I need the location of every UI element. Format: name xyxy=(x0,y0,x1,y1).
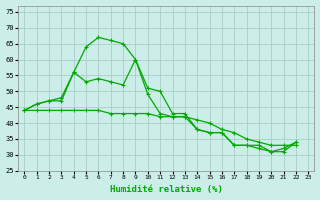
X-axis label: Humidité relative (%): Humidité relative (%) xyxy=(110,185,223,194)
